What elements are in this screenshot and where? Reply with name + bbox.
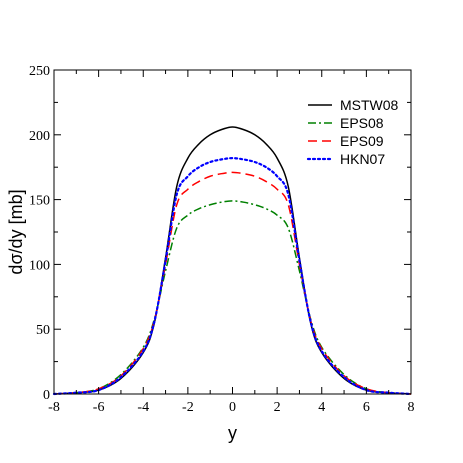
series-line-hkn07	[52, 157, 413, 396]
legend: MSTW08 EPS08 EPS09 HKN07	[306, 97, 399, 167]
y-tick-label: 200	[29, 129, 50, 144]
legend-item-eps09: EPS09	[308, 133, 384, 149]
x-tick-label: -6	[93, 400, 105, 415]
y-ticks: 0 50 100 150 200 250	[29, 64, 411, 403]
x-tick-label: 8	[408, 400, 415, 415]
series-line-eps09	[53, 171, 412, 395]
x-axis-label: y	[228, 423, 237, 443]
y-tick-label: 150	[29, 194, 50, 209]
legend-item-mstw08: MSTW08	[308, 97, 399, 113]
y-axis-label: dσ/dy [mb]	[6, 189, 26, 274]
legend-label: EPS09	[340, 133, 384, 149]
x-tick-label: -2	[182, 400, 194, 415]
legend-item-hkn07: HKN07	[306, 151, 385, 167]
y-tick-label: 100	[29, 258, 50, 273]
legend-item-eps08: EPS08	[308, 115, 384, 131]
x-tick-label: -8	[48, 400, 60, 415]
x-tick-label: 4	[318, 400, 325, 415]
x-ticks: -8 -6 -4 -2 0 2 4 6 8	[48, 70, 415, 415]
x-tick-label: 0	[229, 400, 236, 415]
legend-label: EPS08	[340, 115, 384, 131]
curves	[52, 126, 413, 396]
x-tick-label: 2	[274, 400, 281, 415]
x-tick-label: 6	[363, 400, 370, 415]
y-tick-label: 250	[29, 64, 50, 79]
y-tick-label: 0	[43, 388, 50, 403]
legend-label: MSTW08	[340, 97, 399, 113]
y-tick-label: 50	[36, 323, 50, 338]
x-tick-label: -4	[137, 400, 149, 415]
legend-label: HKN07	[340, 151, 385, 167]
